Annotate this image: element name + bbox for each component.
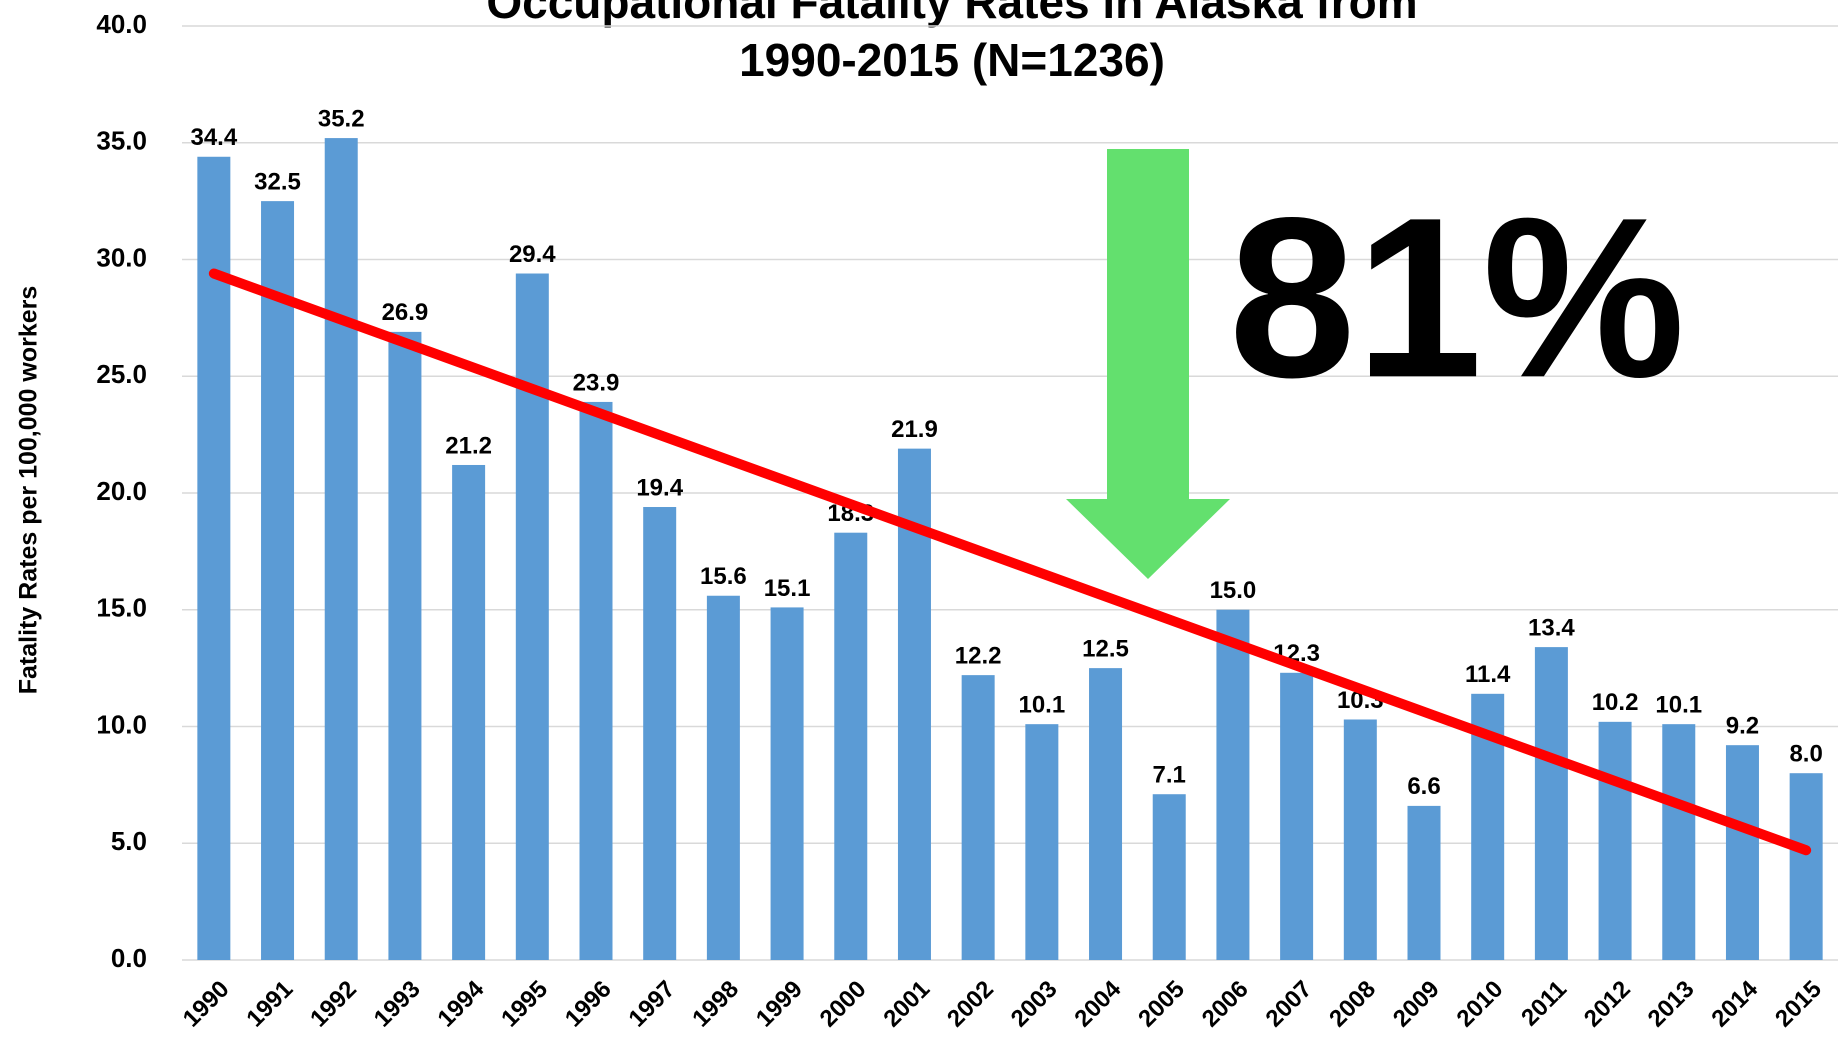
- value-label: 6.6: [1407, 773, 1440, 800]
- y-tick-label: 10.0: [96, 709, 147, 739]
- x-tick-label: 2005: [1133, 976, 1190, 1033]
- bar: [1789, 773, 1823, 960]
- x-tick-label: 1996: [560, 976, 617, 1033]
- x-tick-label: 2004: [1069, 975, 1126, 1032]
- value-label: 35.2: [318, 105, 365, 132]
- x-tick-label: 2009: [1388, 976, 1445, 1033]
- value-label: 32.5: [254, 168, 301, 195]
- bar: [1407, 805, 1441, 960]
- bar: [197, 156, 231, 960]
- plot-area: 0.0 5.0 10.0 15.0 20.0 25.0 30.0 35.0 40.0 34.4 19…: [96, 9, 1838, 1033]
- x-tick-label: 1999: [751, 976, 808, 1033]
- x-tick-label: 1998: [687, 976, 744, 1033]
- x-tick-label: 2001: [878, 976, 935, 1033]
- value-label: 12.2: [955, 642, 1002, 669]
- x-tick-label: 2014: [1706, 975, 1763, 1032]
- y-tick-label: 20.0: [96, 476, 147, 506]
- y-tick-label: 25.0: [96, 359, 147, 389]
- value-label: 9.2: [1726, 713, 1759, 740]
- x-tick-label: 1991: [241, 976, 298, 1033]
- value-label: 15.0: [1210, 577, 1257, 604]
- bar: [1025, 724, 1059, 960]
- value-label: 10.1: [1018, 692, 1065, 719]
- value-label: 10.2: [1592, 689, 1639, 716]
- x-tick-label: 2012: [1579, 976, 1636, 1033]
- x-tick-label: 1992: [305, 976, 362, 1033]
- x-tick-label: 1990: [178, 976, 235, 1033]
- x-tick-label: 2011: [1516, 976, 1572, 1032]
- chart-title: Occupational Fatality Rates in Alaska fr…: [486, 0, 1417, 28]
- bar: [388, 331, 422, 960]
- bar: [324, 138, 358, 960]
- x-tick-label: 2015: [1770, 976, 1827, 1033]
- value-label: 21.2: [445, 432, 492, 459]
- x-tick-label: 2003: [1006, 976, 1063, 1033]
- bar: [770, 607, 804, 960]
- chart-title: 1990-2015 (N=1236): [739, 34, 1165, 86]
- y-tick-label: 0.0: [111, 943, 147, 973]
- bar: [643, 507, 677, 960]
- bar: [515, 273, 549, 960]
- x-tick-label: 2013: [1643, 976, 1700, 1033]
- x-tick-label: 2000: [815, 976, 872, 1033]
- x-tick-label: 2007: [1260, 976, 1317, 1033]
- bar: [1089, 668, 1123, 960]
- bar: [834, 532, 868, 960]
- value-label: 11.4: [1465, 661, 1511, 688]
- value-label: 29.4: [509, 241, 556, 268]
- x-tick-label: 1994: [432, 975, 489, 1032]
- x-tick-label: 2002: [942, 976, 999, 1033]
- x-tick-label: 2008: [1324, 976, 1381, 1033]
- value-label: 15.6: [700, 563, 747, 590]
- bar: [706, 595, 740, 960]
- bar: [1598, 721, 1632, 960]
- value-label: 7.1: [1153, 762, 1186, 789]
- trendline: [208, 268, 1812, 856]
- bar: [961, 675, 995, 960]
- x-tick-label: 1995: [496, 976, 553, 1033]
- bar: [1725, 745, 1759, 960]
- bar: [1662, 724, 1696, 960]
- y-tick-label: 35.0: [96, 126, 147, 156]
- bar: [1216, 609, 1250, 960]
- value-label: 15.1: [764, 575, 811, 602]
- bar: [261, 201, 295, 960]
- bar: [452, 464, 486, 960]
- x-tick-label: 1997: [624, 976, 681, 1033]
- y-tick-label: 5.0: [111, 826, 147, 856]
- bar: [1534, 647, 1568, 960]
- value-label: 26.9: [382, 299, 429, 326]
- value-label: 13.4: [1528, 614, 1575, 641]
- arrow: [1066, 149, 1230, 579]
- value-label: 21.9: [891, 416, 938, 443]
- y-axis-label: Fatality Rates per 100,000 workers: [15, 286, 43, 695]
- value-label: 19.4: [636, 474, 683, 501]
- y-tick-label: 30.0: [96, 242, 147, 272]
- annotation: 81%: [1229, 171, 1685, 425]
- x-tick-label: 2010: [1452, 976, 1509, 1033]
- value-label: 8.0: [1789, 741, 1822, 768]
- y-tick-label: 15.0: [96, 593, 147, 623]
- bar: [1343, 719, 1377, 960]
- bar: [1280, 672, 1314, 960]
- value-label: 12.5: [1082, 635, 1129, 662]
- bar: [1152, 794, 1186, 960]
- value-label: 10.1: [1655, 692, 1702, 719]
- y-tick-label: 40.0: [96, 9, 147, 39]
- bar: [579, 401, 613, 960]
- x-tick-label: 2006: [1197, 976, 1254, 1033]
- value-label: 34.4: [190, 124, 237, 151]
- value-label: 23.9: [573, 369, 620, 396]
- x-tick-label: 1993: [369, 976, 426, 1033]
